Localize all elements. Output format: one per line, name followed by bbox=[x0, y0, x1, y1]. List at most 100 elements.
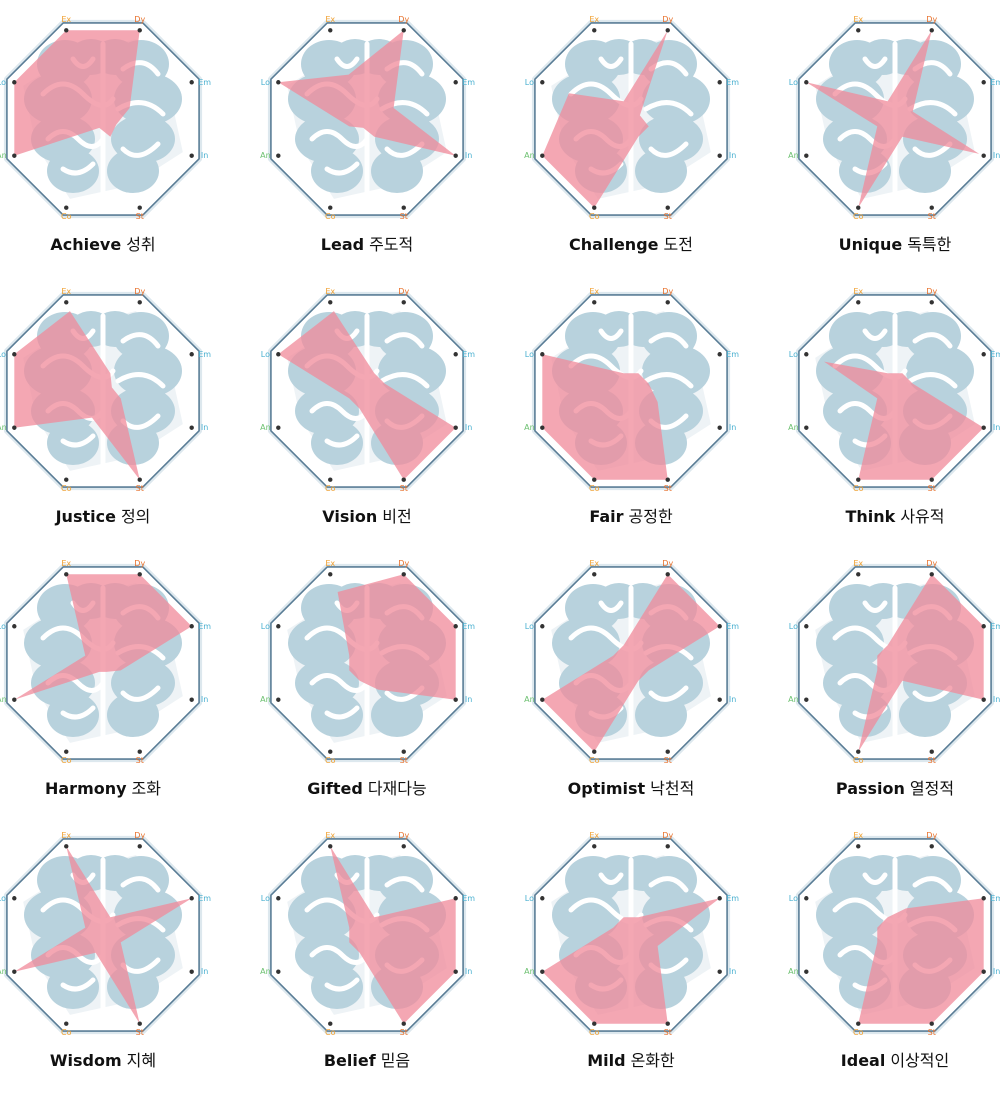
axis-label: St bbox=[928, 756, 936, 765]
title-ko: 공정한 bbox=[629, 507, 673, 526]
title-en: Mild bbox=[587, 1051, 625, 1070]
axis-label: In bbox=[465, 695, 472, 704]
axis-label: Co bbox=[853, 1028, 864, 1037]
title-ko: 사유적 bbox=[900, 507, 944, 526]
axis-dot bbox=[929, 749, 934, 754]
axis-label: An bbox=[788, 967, 799, 976]
axis-label: Em bbox=[726, 622, 739, 631]
axis-label: Lo bbox=[789, 622, 798, 631]
title-en: Lead bbox=[321, 235, 364, 254]
axis-dot bbox=[856, 1021, 861, 1026]
axis-label: An bbox=[0, 423, 7, 432]
axis-dot bbox=[64, 477, 69, 482]
axis-dot bbox=[328, 300, 333, 305]
axis-label: Em bbox=[198, 78, 211, 87]
axis-label: Lo bbox=[789, 78, 798, 87]
axis-dot bbox=[981, 425, 986, 430]
radar-chart: Ex Dy Em In St Co An Lo Lead 주도적 bbox=[260, 15, 475, 254]
axis-label: Ex bbox=[589, 559, 599, 568]
title-en: Think bbox=[846, 507, 896, 526]
axis-label: Dy bbox=[134, 831, 145, 840]
axis-label: Lo bbox=[525, 350, 534, 359]
brain-fold bbox=[912, 332, 953, 349]
axis-dot bbox=[328, 205, 333, 210]
axis-label: Co bbox=[853, 212, 864, 221]
axis-label: Em bbox=[726, 894, 739, 903]
title-ko: 이상적인 bbox=[890, 1051, 949, 1070]
radar-chart: Ex Dy Em In St Co An Lo Mild 온화한 bbox=[524, 831, 739, 1070]
axis-dot bbox=[856, 28, 861, 33]
axis-label: Ex bbox=[325, 831, 335, 840]
axis-dot bbox=[64, 844, 69, 849]
axis-label: Em bbox=[726, 350, 739, 359]
radar-chart: Ex Dy Em In St Co An Lo Ideal 이상적인 bbox=[788, 831, 1000, 1070]
axis-label: Ex bbox=[853, 15, 863, 24]
axis-dot bbox=[276, 969, 281, 974]
axis-dot bbox=[328, 749, 333, 754]
chart-title: Mild 온화한 bbox=[587, 1051, 675, 1070]
brain-fold bbox=[324, 161, 360, 176]
axis-dot bbox=[12, 624, 17, 629]
axis-label: Ex bbox=[61, 831, 71, 840]
data-area bbox=[278, 311, 456, 480]
axis-label: Dy bbox=[662, 831, 673, 840]
axis-dot bbox=[592, 749, 597, 754]
data-area bbox=[824, 361, 984, 480]
axis-dot bbox=[12, 896, 17, 901]
data-area bbox=[337, 574, 456, 700]
axis-label: Ex bbox=[325, 559, 335, 568]
title-en: Challenge bbox=[569, 235, 659, 254]
data-area bbox=[542, 898, 720, 1024]
axis-label: Em bbox=[990, 78, 1000, 87]
brain-fold bbox=[862, 600, 888, 613]
axis-label: In bbox=[201, 151, 208, 160]
axis-label: An bbox=[524, 695, 535, 704]
axis-label: Dy bbox=[926, 15, 937, 24]
axis-dot bbox=[189, 697, 194, 702]
radar-chart: Ex Dy Em In St Co An Lo Fair 공정한 bbox=[524, 287, 739, 526]
brain-fold bbox=[324, 977, 360, 992]
chart-title: Lead 주도적 bbox=[321, 235, 413, 254]
title-ko: 낙천적 bbox=[650, 779, 694, 798]
axis-dot bbox=[137, 28, 142, 33]
axis-dot bbox=[717, 425, 722, 430]
title-ko: 열정적 bbox=[910, 779, 954, 798]
title-en: Optimist bbox=[568, 779, 646, 798]
axis-dot bbox=[592, 572, 597, 577]
brain-lobe bbox=[114, 345, 182, 397]
chart-title: Achieve 성취 bbox=[50, 235, 155, 254]
axis-label: Dy bbox=[926, 559, 937, 568]
axis-dot bbox=[981, 969, 986, 974]
axis-dot bbox=[856, 300, 861, 305]
axis-label: In bbox=[465, 423, 472, 432]
brain-fold bbox=[60, 705, 96, 720]
axis-dot bbox=[856, 205, 861, 210]
axis-dot bbox=[804, 425, 809, 430]
axis-dot bbox=[665, 300, 670, 305]
axis-dot bbox=[929, 844, 934, 849]
brain-fold bbox=[120, 685, 161, 702]
axis-dot bbox=[540, 697, 545, 702]
axis-label: Lo bbox=[261, 350, 270, 359]
chart-title: Optimist 낙천적 bbox=[568, 779, 695, 798]
axis-dot bbox=[665, 1021, 670, 1026]
brain-lobe bbox=[885, 855, 929, 891]
axis-label: Em bbox=[990, 622, 1000, 631]
brain-lobe bbox=[107, 149, 159, 193]
axis-label: Ex bbox=[589, 15, 599, 24]
axis-label: An bbox=[260, 695, 271, 704]
brain-lobe bbox=[635, 693, 687, 737]
axis-dot bbox=[189, 896, 194, 901]
title-en: Achieve bbox=[50, 235, 121, 254]
axis-label: Co bbox=[61, 484, 72, 493]
axis-dot bbox=[717, 896, 722, 901]
axis-dot bbox=[328, 28, 333, 33]
title-ko: 비전 bbox=[382, 507, 411, 526]
brain-lobe bbox=[885, 311, 929, 347]
axis-dot bbox=[276, 896, 281, 901]
axis-label: Lo bbox=[789, 350, 798, 359]
brain-fold bbox=[384, 332, 425, 349]
axis-dot bbox=[64, 300, 69, 305]
axis-label: Dy bbox=[398, 287, 409, 296]
axis-label: Dy bbox=[662, 15, 673, 24]
